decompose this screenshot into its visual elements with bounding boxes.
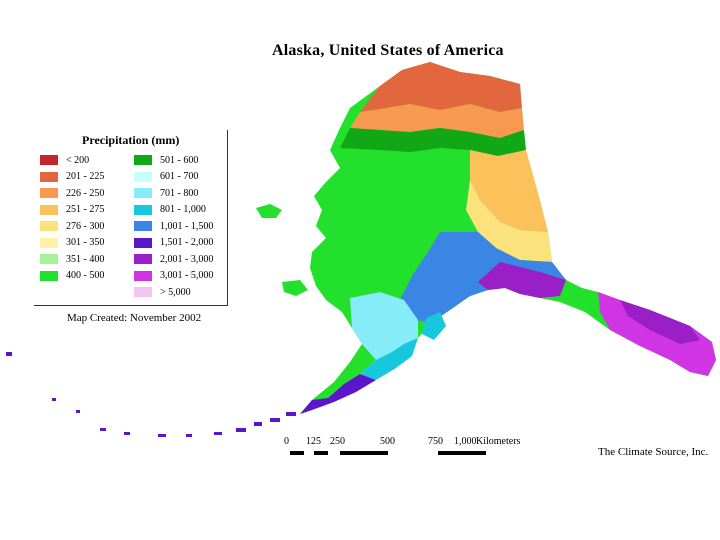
legend-item: > 5,000	[134, 284, 213, 301]
legend-swatch	[40, 270, 58, 281]
legend-label: 2,001 - 3,000	[160, 253, 214, 265]
scale-tick-label: 250	[330, 436, 345, 447]
legend-label: 1,501 - 2,000	[160, 237, 214, 249]
legend-label: 501 - 600	[160, 154, 199, 166]
legend-swatch	[40, 188, 58, 199]
panhandle-dark-zone	[620, 300, 700, 344]
scale-tick-label: 1,000	[454, 436, 477, 447]
map-source: The Climate Source, Inc.	[598, 446, 709, 458]
legend-item: 601 - 700	[134, 169, 213, 186]
scale-tick-label: 125	[306, 436, 321, 447]
legend-swatch	[134, 155, 152, 166]
legend-swatch	[134, 204, 152, 215]
scale-segment	[314, 451, 328, 455]
legend-swatch	[134, 270, 152, 281]
scale-bar: 0 125 250 500 750 1,000 Kilometers	[284, 436, 584, 460]
precipitation-legend: Precipitation (mm) < 200 201 - 225 226 -…	[34, 130, 228, 306]
legend-item: 1,001 - 1,500	[134, 218, 213, 235]
peninsula-blue-zone	[360, 338, 418, 380]
southcentral-purple-zone	[478, 262, 566, 298]
legend-swatch	[134, 188, 152, 199]
legend-swatch	[134, 287, 152, 298]
legend-item: 400 - 500	[40, 268, 104, 285]
legend-swatch	[40, 171, 58, 182]
legend-label: 601 - 700	[160, 171, 199, 183]
legend-label: 1,001 - 1,500	[160, 220, 214, 232]
legend-swatch	[40, 204, 58, 215]
legend-swatch	[134, 221, 152, 232]
legend-item: 501 - 600	[134, 152, 213, 169]
legend-swatch	[40, 155, 58, 166]
legend-swatch	[134, 237, 152, 248]
scale-tick-label: 750	[428, 436, 443, 447]
legend-swatch	[134, 254, 152, 265]
legend-swatch	[40, 221, 58, 232]
legend-item: 2,001 - 3,000	[134, 251, 213, 268]
legend-item: 1,501 - 2,000	[134, 235, 213, 252]
interior-yellow-zone	[466, 180, 552, 262]
legend-item: 701 - 800	[134, 185, 213, 202]
legend-label: < 200	[66, 154, 90, 166]
legend-title: Precipitation (mm)	[82, 133, 180, 147]
legend-item: 226 - 250	[40, 185, 104, 202]
nunivak-island	[282, 280, 308, 296]
peninsula-tip-purple	[300, 374, 376, 414]
scale-tick-label: 500	[380, 436, 395, 447]
scale-units: Kilometers	[476, 436, 521, 447]
legend-item: 301 - 350	[40, 235, 104, 252]
legend-label: 276 - 300	[66, 220, 105, 232]
st-lawrence-island	[256, 204, 282, 218]
legend-label: 301 - 350	[66, 237, 105, 249]
scale-segment	[340, 451, 388, 455]
legend-item: < 200	[40, 152, 104, 169]
legend-label: 201 - 225	[66, 171, 105, 183]
legend-swatch	[40, 254, 58, 265]
legend-label: 251 - 275	[66, 204, 105, 216]
southcentral-blue-zone	[400, 232, 566, 322]
legend-item: 3,001 - 5,000	[134, 268, 213, 285]
legend-column-right: 501 - 600 601 - 700 701 - 800 801 - 1,00…	[134, 152, 213, 301]
legend-column-left: < 200 201 - 225 226 - 250 251 - 275 276 …	[40, 152, 104, 284]
legend-label: 701 - 800	[160, 187, 199, 199]
scale-segment	[290, 451, 304, 455]
legend-item: 276 - 300	[40, 218, 104, 235]
kodiak-island	[422, 312, 446, 340]
legend-swatch	[40, 237, 58, 248]
legend-label: 351 - 400	[66, 253, 105, 265]
interior-dry-zone	[470, 150, 548, 232]
legend-label: 801 - 1,000	[160, 204, 206, 216]
aleutian-islands	[6, 352, 296, 437]
legend-item: 351 - 400	[40, 251, 104, 268]
legend-item: 251 - 275	[40, 202, 104, 219]
arctic-orange-zone	[350, 104, 524, 138]
panhandle-purple-zone	[598, 292, 716, 376]
southwest-cyan-zone	[350, 292, 418, 360]
legend-label: 400 - 500	[66, 270, 105, 282]
map-created-date: Map Created: November 2002	[67, 312, 202, 324]
legend-label: 226 - 250	[66, 187, 105, 199]
map-title: Alaska, United States of America	[272, 42, 504, 59]
north-slope-zone	[360, 62, 522, 112]
scale-tick-label: 0	[284, 436, 289, 447]
scale-segment	[438, 451, 486, 455]
legend-item: 801 - 1,000	[134, 202, 213, 219]
legend-swatch	[134, 171, 152, 182]
legend-label: 3,001 - 5,000	[160, 270, 214, 282]
brooks-range-green	[340, 128, 526, 156]
legend-label: > 5,000	[160, 286, 191, 298]
legend-item: 201 - 225	[40, 169, 104, 186]
